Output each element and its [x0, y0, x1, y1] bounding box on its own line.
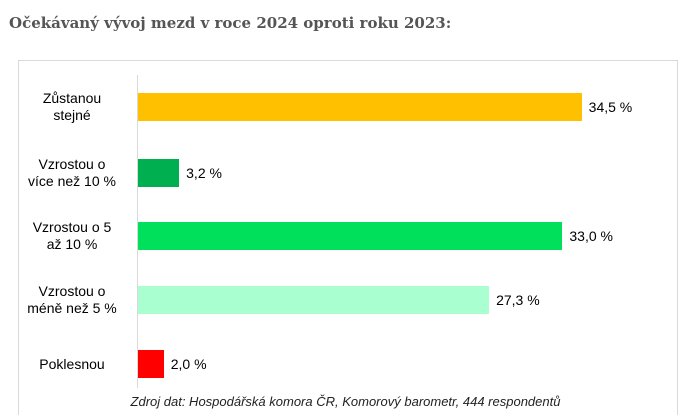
category-label-line: méně než 5 %: [27, 300, 117, 316]
data-label: 3,2 %: [186, 165, 222, 181]
data-label: 33,0 %: [569, 228, 613, 244]
category-label: Poklesnou: [16, 356, 128, 373]
bar: [138, 93, 582, 121]
category-label-line: Vzrostou o 5: [32, 219, 112, 235]
data-label: 34,5 %: [588, 99, 633, 115]
category-label-line: Zůstanou: [42, 90, 102, 106]
chart-heading: Očekávaný vývoj mezd v roce 2024 oproti …: [9, 14, 452, 32]
category-label-line: stejné: [53, 107, 91, 123]
bar: [138, 286, 490, 314]
category-label: Zůstanou stejné: [16, 90, 128, 124]
category-label: Vzrostou o méně než 5 %: [16, 283, 128, 317]
source-note: Zdroj dat: Hospodářská komora ČR, Komoro…: [130, 394, 561, 409]
category-label-line: až 10 %: [46, 236, 98, 252]
bar: [138, 222, 563, 250]
bar: [138, 350, 164, 378]
data-label: 2,0 %: [170, 356, 207, 372]
chart-frame: [18, 60, 678, 415]
category-axis-line: [137, 75, 138, 388]
category-label-line: více než 10 %: [28, 173, 116, 189]
category-label: Vzrostou o více než 10 %: [16, 156, 128, 190]
category-label-line: Vzrostou o: [38, 283, 106, 299]
data-label: 27,3 %: [496, 292, 540, 308]
category-label: Vzrostou o 5 až 10 %: [16, 219, 128, 253]
bar: [138, 159, 180, 187]
category-label-line: Poklesnou: [39, 355, 105, 372]
category-label-line: Vzrostou o: [38, 156, 106, 172]
